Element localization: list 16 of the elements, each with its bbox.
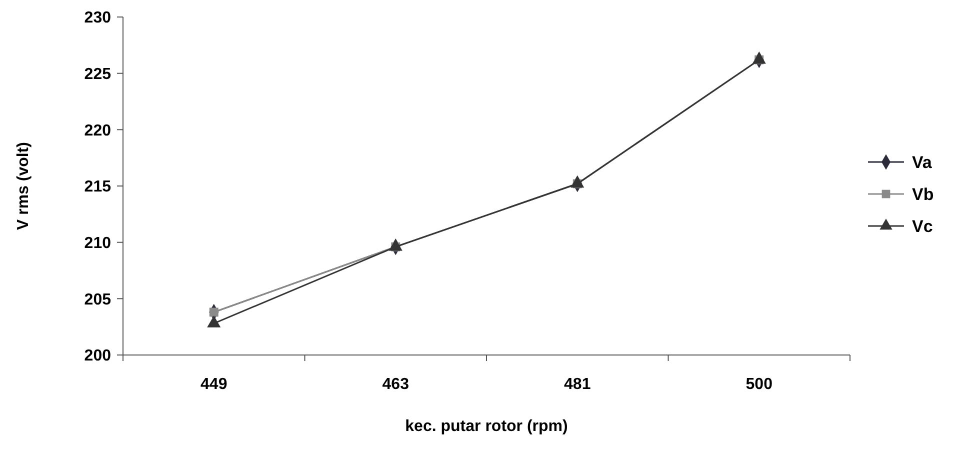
x-tick-label: 481 xyxy=(564,376,591,393)
x-tick-label: 500 xyxy=(746,376,773,393)
y-tick-label: 215 xyxy=(84,178,112,196)
y-tick-label: 210 xyxy=(84,234,112,252)
y-tick-label: 200 xyxy=(84,348,112,365)
y-tick-label: 225 xyxy=(84,66,112,83)
legend-label: Vb xyxy=(912,184,934,204)
y-tick-label: 220 xyxy=(84,122,112,140)
x-axis-title: kec. putar rotor (rpm) xyxy=(405,418,568,435)
x-tick-label: 449 xyxy=(200,376,228,393)
y-tick-label: 230 xyxy=(84,10,112,27)
x-tick-label: 463 xyxy=(382,376,410,393)
y-tick-label: 205 xyxy=(84,291,112,308)
y-axis-title: V rms (volt) xyxy=(15,142,32,230)
legend-label: Vc xyxy=(912,216,933,236)
legend-label: Va xyxy=(912,152,932,172)
